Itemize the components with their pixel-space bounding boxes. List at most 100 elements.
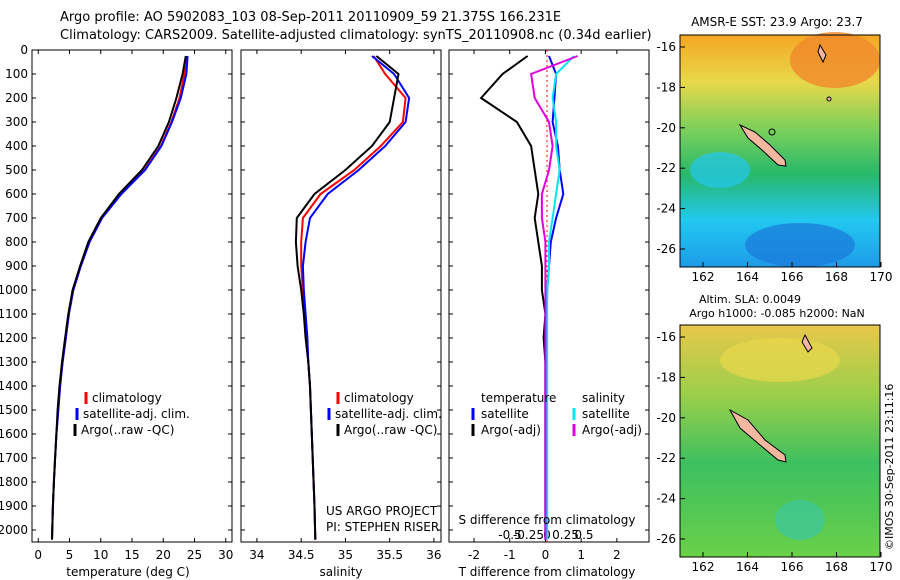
longitude-tick-label: 170 bbox=[870, 560, 893, 574]
depth-tick-label: 700 bbox=[5, 211, 28, 225]
series-line-satellite-adj-clim bbox=[301, 55, 411, 540]
figure-title-line1: Argo profile: AO 5902083_103 08-Sep-2011… bbox=[60, 10, 562, 25]
sla-map-frame bbox=[679, 324, 881, 558]
new-caledonia-island bbox=[728, 408, 787, 463]
latitude-tick-label: -24 bbox=[656, 492, 676, 506]
sst-warm-patch bbox=[790, 32, 880, 88]
series-line-temperature-argo-adj bbox=[479, 55, 547, 540]
depth-tick-label: 100 bbox=[5, 67, 28, 81]
temperature-tick-label: 5 bbox=[66, 548, 74, 562]
depth-tick-label: 1000 bbox=[0, 283, 28, 297]
difference-legend: temperature satellite Argo(-adj) salinit… bbox=[471, 391, 642, 437]
series-line-salinity-argo-adj bbox=[529, 55, 578, 540]
depth-tick-label: 1200 bbox=[0, 331, 28, 345]
s-difference-tick-label: -0.5 bbox=[498, 528, 521, 542]
latitude-tick-label: -22 bbox=[656, 451, 676, 465]
project-credit: US ARGO PROJECT bbox=[326, 504, 438, 518]
depth-tick-label: 200 bbox=[5, 91, 28, 105]
t-difference-tick-label: 2 bbox=[613, 548, 621, 562]
depth-tick-label: 1900 bbox=[0, 499, 28, 513]
new-caledonia-island bbox=[738, 123, 787, 167]
depth-tick-label: 400 bbox=[5, 139, 28, 153]
depth-tick-label: 1700 bbox=[0, 451, 28, 465]
t-difference-tick-label: -2 bbox=[468, 548, 480, 562]
series-line-salinity-satellite bbox=[546, 55, 575, 540]
longitude-tick-label: 168 bbox=[825, 270, 848, 284]
legend-label-satellite: satellite-adj. clim. bbox=[83, 407, 190, 421]
series-line-satellite-adj-clim bbox=[51, 55, 189, 540]
depth-tick-label: 300 bbox=[5, 115, 28, 129]
temperature-legend: climatology satellite-adj. clim. Argo(..… bbox=[73, 391, 190, 437]
legend-label-t-satellite: satellite bbox=[481, 407, 529, 421]
depth-tick-label: 1800 bbox=[0, 475, 28, 489]
s-difference-axis-label: S difference from climatology bbox=[459, 513, 636, 527]
legend-label-s-satellite: satellite bbox=[582, 407, 630, 421]
salinity-panel-frame bbox=[240, 49, 442, 543]
sla-map-title-1: Altim. SLA: 0.0049 bbox=[699, 293, 801, 306]
temperature-tick-label: 10 bbox=[93, 548, 108, 562]
island-outline bbox=[826, 96, 832, 102]
legend-label-argo: Argo(..raw -QC) bbox=[344, 423, 437, 437]
latitude-tick-label: -20 bbox=[656, 411, 676, 425]
difference-panel-frame bbox=[448, 49, 650, 543]
longitude-tick-label: 166 bbox=[781, 560, 804, 574]
sla-high-patch bbox=[720, 338, 840, 382]
depth-tick-label: 1500 bbox=[0, 403, 28, 417]
depth-tick-label: 1100 bbox=[0, 307, 28, 321]
longitude-tick-label: 164 bbox=[736, 270, 759, 284]
t-difference-x-axis: -2 -1 0 1 2 bbox=[468, 50, 621, 562]
imos-watermark: ©IMOS 30-Sep-2011 23:11:16 bbox=[883, 384, 896, 550]
t-difference-tick-label: 0 bbox=[542, 548, 550, 562]
longitude-tick-label: 170 bbox=[870, 270, 893, 284]
depth-tick-label: 1400 bbox=[0, 379, 28, 393]
temperature-x-axis: 0 5 10 15 20 25 30 bbox=[34, 50, 233, 562]
latitude-tick-label: -24 bbox=[656, 202, 676, 216]
depth-tick-label: 500 bbox=[5, 163, 28, 177]
legend-title-temperature: temperature bbox=[481, 391, 556, 405]
map-axes: -16 -18 -20 -22 -24 -26 162 164 166 168 170 -16 -18 -… bbox=[656, 40, 892, 574]
longitude-tick-label: 168 bbox=[825, 560, 848, 574]
temperature-tick-label: 20 bbox=[156, 548, 171, 562]
latitude-tick-label: -22 bbox=[656, 161, 676, 175]
vanuatu-islands bbox=[801, 333, 813, 353]
latitude-tick-label: -26 bbox=[656, 532, 676, 546]
depth-tick-label: 0 bbox=[20, 43, 28, 57]
t-difference-axis-label: T difference from climatology bbox=[458, 565, 636, 579]
legend-label-s-argo: Argo(-adj) bbox=[582, 423, 642, 437]
latitude-tick-label: -26 bbox=[656, 242, 676, 256]
s-difference-tick-label: -0.25 bbox=[513, 528, 544, 542]
legend-label-climatology: climatology bbox=[92, 391, 162, 405]
salinity-tick-label: 34.5 bbox=[288, 548, 315, 562]
depth-tick-label: 1600 bbox=[0, 427, 28, 441]
series-line-climatology bbox=[300, 55, 407, 540]
series-line-argo-raw-qc bbox=[294, 55, 400, 540]
latitude-tick-label: -16 bbox=[656, 40, 676, 54]
latitude-tick-label: -16 bbox=[656, 330, 676, 344]
t-difference-tick-label: 1 bbox=[577, 548, 585, 562]
salinity-tick-label: 34 bbox=[249, 548, 264, 562]
latitude-tick-label: -18 bbox=[656, 370, 676, 384]
sla-map-title-2: Argo h1000: -0.085 h2000: NaN bbox=[689, 307, 865, 320]
temperature-tick-label: 30 bbox=[218, 548, 233, 562]
depth-tick-label: 800 bbox=[5, 235, 28, 249]
sst-cold-patch bbox=[745, 223, 855, 267]
sst-map bbox=[679, 32, 881, 268]
sst-map-title: AMSR-E SST: 23.9 Argo: 23.7 bbox=[691, 15, 863, 29]
salinity-axis-label: salinity bbox=[319, 565, 362, 579]
salinity-tick-label: 36 bbox=[426, 548, 441, 562]
depth-axis: 0 100 200 300 400 500 600 700 800 900 1000 1100 1200… bbox=[0, 43, 649, 537]
salinity-x-axis: 34 34.5 35 35.5 36 bbox=[249, 50, 442, 562]
longitude-tick-label: 162 bbox=[692, 270, 715, 284]
temperature-axis-label: temperature (deg C) bbox=[66, 565, 189, 579]
temperature-panel-frame bbox=[31, 49, 233, 543]
legend-title-salinity: salinity bbox=[582, 391, 625, 405]
island-outline bbox=[768, 128, 776, 136]
longitude-tick-label: 164 bbox=[736, 560, 759, 574]
latitude-tick-label: -18 bbox=[656, 80, 676, 94]
vanuatu-islands bbox=[817, 43, 827, 64]
temperature-tick-label: 25 bbox=[187, 548, 202, 562]
sst-map-frame bbox=[679, 34, 881, 268]
depth-tick-label: 900 bbox=[5, 259, 28, 273]
temperature-tick-label: 0 bbox=[34, 548, 42, 562]
